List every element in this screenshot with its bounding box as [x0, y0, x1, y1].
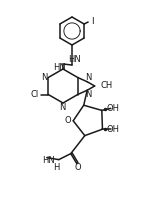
Text: H: H: [54, 163, 60, 172]
Text: Cl: Cl: [30, 90, 38, 99]
Text: N: N: [59, 103, 65, 112]
Text: N: N: [85, 73, 91, 82]
Text: I: I: [91, 17, 93, 27]
Text: N: N: [41, 73, 48, 82]
Text: HN: HN: [53, 64, 66, 72]
Text: OH: OH: [107, 125, 120, 134]
Text: O: O: [65, 116, 71, 125]
Text: O: O: [74, 163, 81, 172]
Text: N: N: [85, 90, 91, 99]
Text: OH: OH: [106, 104, 119, 113]
Text: CH: CH: [101, 81, 113, 91]
Text: HN: HN: [42, 156, 55, 165]
Text: HN: HN: [68, 56, 81, 64]
